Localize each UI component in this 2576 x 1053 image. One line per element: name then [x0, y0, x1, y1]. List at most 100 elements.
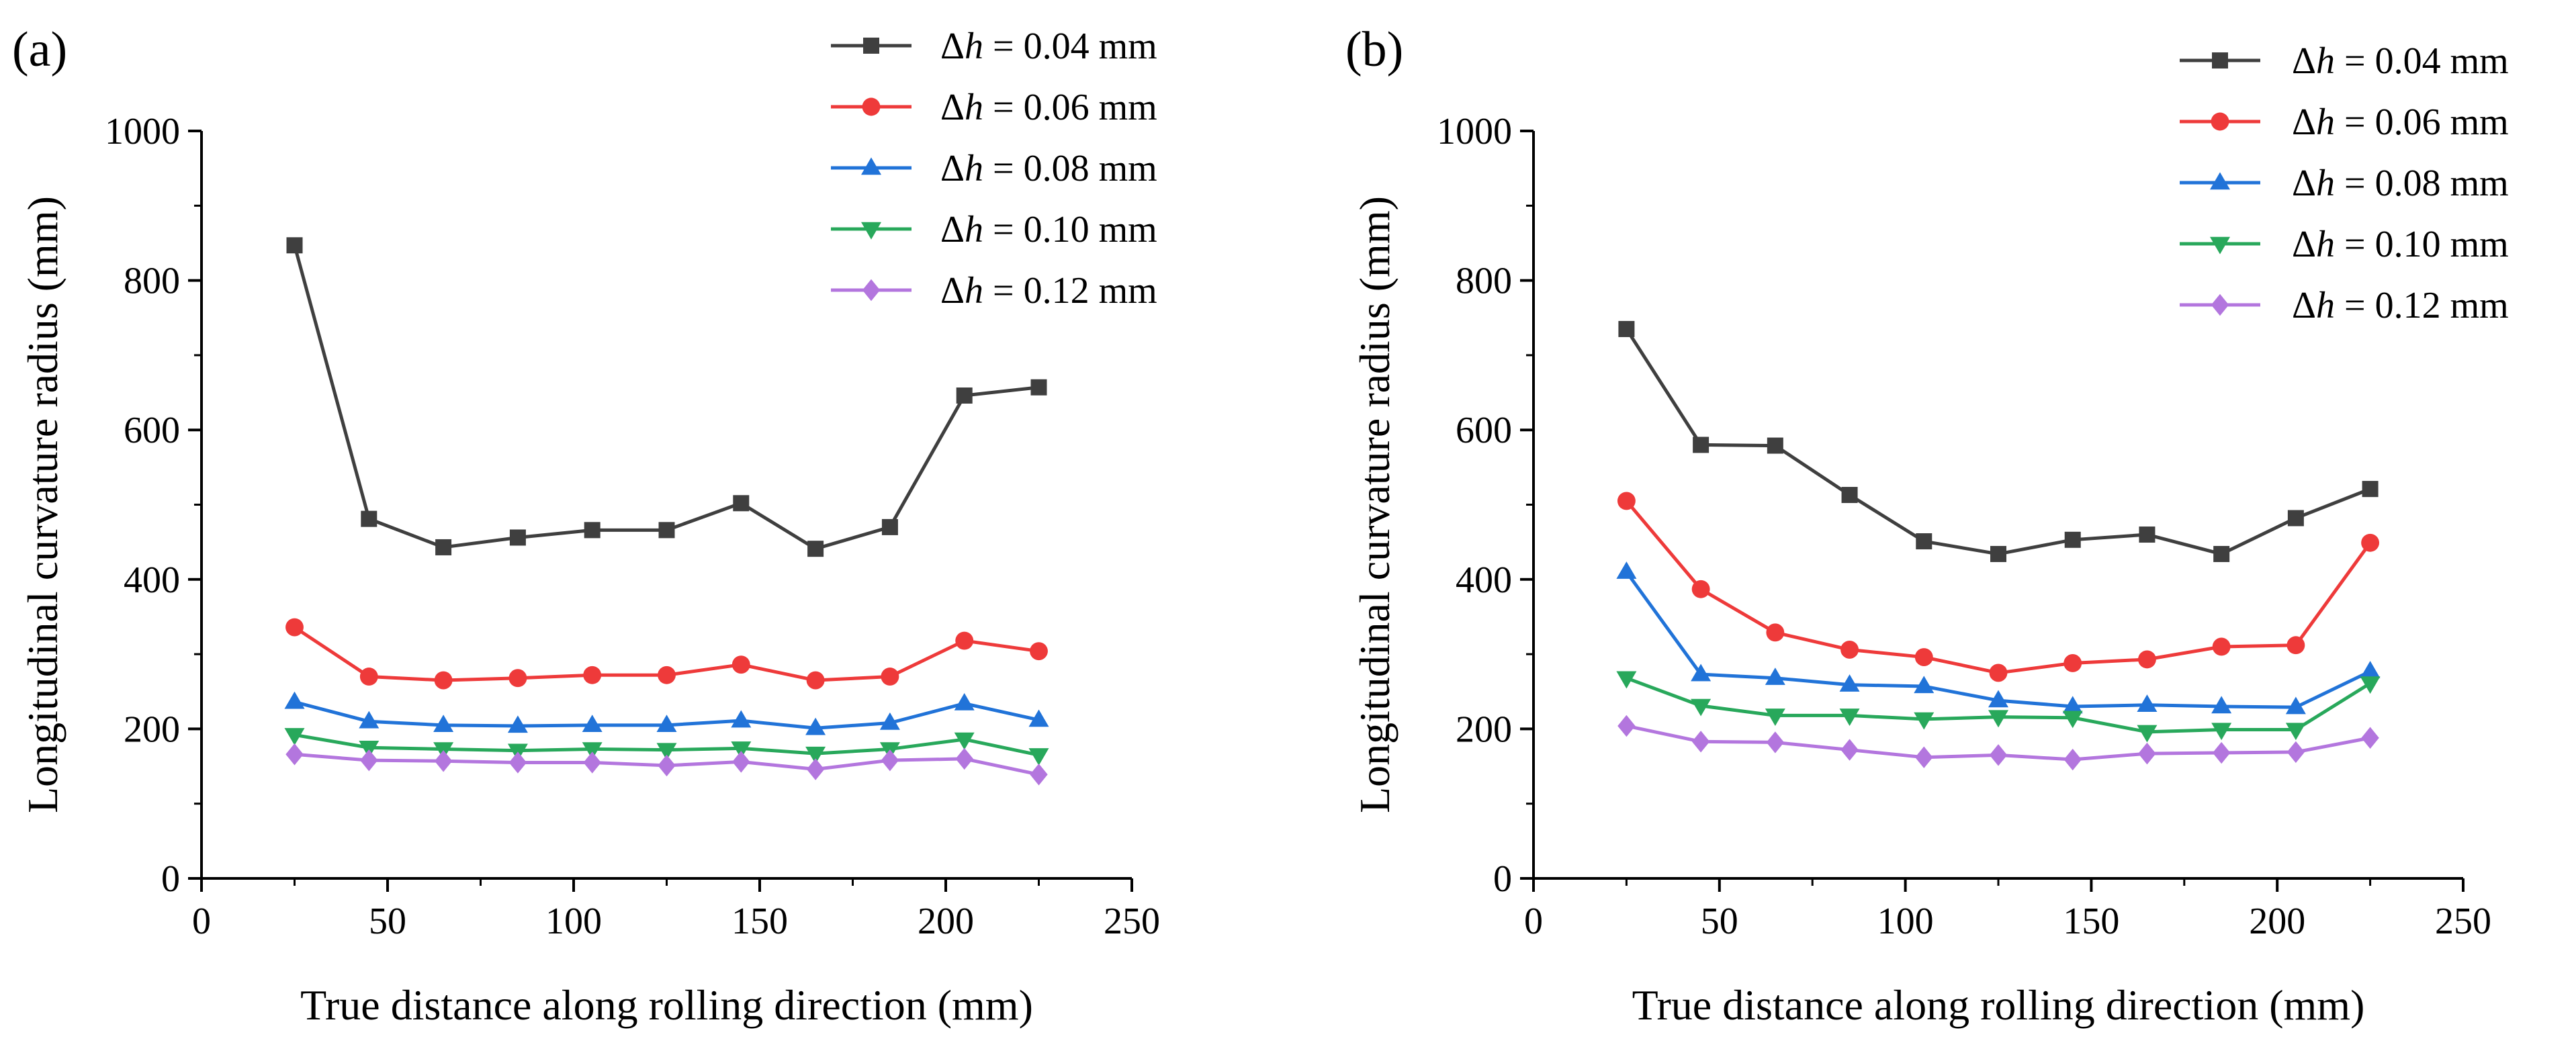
legend-marker: [861, 222, 881, 240]
data-point: [2064, 531, 2081, 548]
data-point: [2138, 650, 2156, 669]
series-line: [293, 244, 1039, 551]
data-point: [1028, 748, 1049, 766]
data-point: [1839, 674, 1860, 692]
data-point: [2360, 661, 2381, 678]
series-5: [1617, 715, 2379, 771]
x-tick-label: 150: [2063, 901, 2119, 942]
x-tick-label: 200: [2249, 901, 2305, 942]
data-point: [285, 618, 304, 637]
data-point: [1765, 668, 1785, 685]
legend-marker: [2211, 293, 2229, 316]
data-point: [2138, 742, 2156, 765]
legend-label: Δh = 0.10 mm: [2292, 224, 2509, 265]
y-tick-label: 200: [124, 708, 180, 750]
legend-marker: [862, 97, 881, 116]
data-point: [732, 751, 750, 773]
series-line: [1625, 500, 2372, 675]
y-tick-label: 800: [124, 261, 180, 302]
x-axis-title: True distance along rolling direction (m…: [1632, 981, 2365, 1029]
legend-entry-1: Δh = 0.04 mm: [831, 26, 1157, 67]
legend-label: Δh = 0.12 mm: [940, 270, 1157, 312]
y-tick-label: 800: [1456, 261, 1512, 302]
data-point: [434, 671, 453, 690]
x-tick-label: 0: [192, 901, 211, 942]
data-point: [1989, 744, 2008, 766]
legend-marker: [863, 38, 879, 54]
series-5: [285, 743, 1048, 786]
data-point: [1988, 690, 2008, 708]
series-2: [1617, 492, 2380, 682]
data-point: [1618, 320, 1635, 337]
legend-label: Δh = 0.06 mm: [940, 87, 1157, 128]
legend-entry-3: Δh = 0.08 mm: [2180, 163, 2509, 204]
y-tick-label: 200: [1456, 708, 1512, 750]
data-point: [658, 666, 676, 684]
legend-entry-4: Δh = 0.10 mm: [831, 209, 1157, 250]
data-point: [956, 387, 973, 404]
data-point: [807, 541, 824, 557]
data-point: [583, 666, 602, 684]
data-point: [1989, 663, 2008, 682]
data-point: [1691, 663, 1712, 682]
data-point: [1841, 487, 1858, 504]
data-point: [2137, 694, 2158, 712]
data-point: [435, 539, 452, 555]
y-tick-label: 0: [161, 858, 180, 900]
data-point: [1839, 708, 1860, 726]
series-4: [284, 728, 1049, 766]
data-point: [2213, 545, 2230, 562]
series-1: [1618, 320, 2379, 562]
data-point: [2361, 727, 2379, 749]
data-point: [1693, 437, 1709, 453]
data-point: [1914, 648, 1933, 666]
legend-label: Δh = 0.10 mm: [940, 209, 1157, 250]
data-point: [2286, 741, 2305, 764]
legend-marker: [2212, 52, 2228, 68]
series-line: [1625, 571, 2371, 709]
chart-panel-a: 0 50 100 150 200 250 0 200 400 600 800 1000 True dis…: [12, 22, 1160, 1029]
y-tick-label: 1000: [105, 111, 180, 152]
legend-marker: [2211, 112, 2229, 131]
data-point: [731, 710, 752, 728]
y-tick-label: 600: [1456, 410, 1512, 451]
data-point: [284, 728, 305, 745]
data-point: [733, 495, 750, 512]
data-point: [658, 754, 676, 777]
legend-label: Δh = 0.12 mm: [2292, 285, 2509, 326]
data-point: [806, 758, 825, 780]
data-point: [1988, 710, 2008, 728]
legend-entry-5: Δh = 0.12 mm: [831, 270, 1157, 312]
series-3: [284, 691, 1049, 735]
data-point: [1691, 698, 1712, 717]
data-point: [359, 711, 380, 729]
data-point: [658, 522, 675, 539]
x-tick-label: 0: [1524, 901, 1543, 942]
y-tick-label: 400: [1456, 559, 1512, 601]
data-point: [1990, 545, 2006, 562]
data-point: [2062, 711, 2083, 729]
series-2: [285, 618, 1048, 690]
legend-entry-1: Δh = 0.04 mm: [2180, 40, 2509, 82]
y-axis-title: Longitudinal curvature radius (mm): [1351, 196, 1398, 813]
data-point: [2285, 696, 2306, 715]
x-axis-title: True distance along rolling direction (m…: [300, 981, 1033, 1029]
data-point: [360, 749, 378, 772]
data-point: [2062, 696, 2083, 714]
x-tick-label: 50: [1701, 901, 1738, 942]
legend-entry-4: Δh = 0.10 mm: [2180, 224, 2509, 265]
data-point: [1030, 764, 1048, 786]
legend-marker: [862, 279, 881, 302]
data-point: [2063, 654, 2082, 672]
x-tick-label: 100: [545, 901, 602, 942]
data-point: [1617, 492, 1636, 510]
data-point: [2212, 741, 2231, 764]
data-point: [955, 631, 974, 650]
legend-entry-2: Δh = 0.06 mm: [831, 87, 1157, 128]
y-axis-title: Longitudinal curvature radius (mm): [19, 196, 66, 813]
data-point: [1030, 642, 1048, 661]
data-point: [507, 715, 528, 733]
data-point: [879, 712, 900, 730]
data-point: [285, 743, 304, 766]
x-tick-label: 250: [1104, 901, 1160, 942]
